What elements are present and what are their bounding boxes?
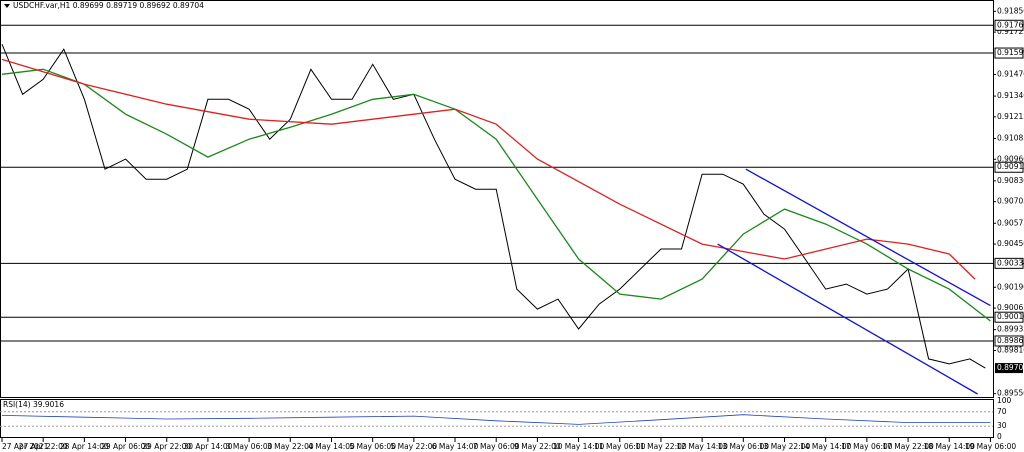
level-label: 0.89867	[997, 336, 1024, 345]
x-tick-label: 29 Apr 22:00	[142, 442, 191, 451]
x-tick-label: 18 May 14:00	[924, 442, 976, 451]
x-tick-label: 9 May 22:00	[514, 442, 561, 451]
x-tick-label: 28 Apr 14:00	[60, 442, 109, 451]
price-line	[745, 168, 991, 307]
x-tick-label: 7 May 06:00	[473, 442, 520, 451]
y-tick-label: 0.89935	[997, 325, 1024, 334]
x-tick-label: 4 May 14:00	[308, 442, 355, 451]
x-tick-label: 13 May 06:00	[718, 442, 770, 451]
level-box	[994, 257, 1024, 269]
level-box	[994, 47, 1024, 59]
y-tick-label: 0.90575	[997, 218, 1024, 227]
x-tick-label: 10 May 14:00	[553, 442, 605, 451]
price-line	[1, 58, 976, 280]
x-tick-label: 29 Apr 06:00	[101, 442, 150, 451]
rsi-tick-label: 0	[997, 432, 1002, 441]
rsi-label: RSI(14) 39.9016	[3, 400, 64, 409]
y-tick-label: 0.91215	[997, 112, 1024, 121]
level-label: 0.90912	[997, 162, 1024, 171]
x-tick-label: 27 Apr 2021	[2, 442, 49, 451]
level-label: 0.90334	[997, 258, 1024, 267]
current-price-label: 0.89704	[997, 363, 1024, 372]
x-tick-label: 19 May 06:00	[965, 442, 1017, 451]
x-tick-label: 12 May 14:00	[676, 442, 728, 451]
x-tick-label: 6 May 14:00	[432, 442, 479, 451]
current-price-box	[995, 363, 1023, 374]
rsi-tick-label: 100	[997, 396, 1012, 405]
price-line	[1, 44, 986, 369]
x-tick-label: 5 May 22:00	[391, 442, 438, 451]
rsi-tick-label: 70	[997, 407, 1007, 416]
x-tick-label: 27 Apr 22:00	[19, 442, 68, 451]
level-box	[994, 335, 1024, 347]
rsi-line	[1, 414, 991, 425]
x-tick-label: 14 May 14:00	[800, 442, 852, 451]
chart-title: USDCHF.var,H1 0.89699 0.89719 0.89692 0.…	[13, 1, 204, 10]
main-frame	[0, 0, 994, 398]
level-label: 0.91599	[997, 48, 1024, 57]
rsi-frame	[0, 399, 994, 438]
rsi-tick-label: 30	[997, 421, 1007, 430]
level-box	[994, 161, 1024, 173]
menu-arrow	[4, 4, 10, 8]
price-line	[717, 243, 978, 395]
price-line	[1, 68, 991, 322]
x-tick-label: 17 May 06:00	[841, 442, 893, 451]
x-tick-label: 3 May 06:00	[226, 442, 273, 451]
x-tick-label: 13 May 22:00	[759, 442, 811, 451]
y-tick-label: 0.91085	[997, 133, 1024, 142]
x-tick-label: 3 May 22:00	[267, 442, 314, 451]
level-box	[994, 19, 1024, 31]
level-label: 0.91766	[997, 20, 1024, 29]
level-box	[994, 311, 1024, 323]
y-tick-label: 0.91725	[997, 27, 1024, 36]
x-tick-label: 30 Apr 14:00	[183, 442, 232, 451]
y-tick-label: 0.90705	[997, 197, 1024, 206]
x-tick-label: 5 May 06:00	[349, 442, 396, 451]
x-tick-label: 17 May 22:00	[882, 442, 934, 451]
y-tick-label: 0.90065	[997, 303, 1024, 312]
x-tick-label: 11 May 22:00	[635, 442, 687, 451]
x-tick-label: 11 May 06:00	[594, 442, 646, 451]
